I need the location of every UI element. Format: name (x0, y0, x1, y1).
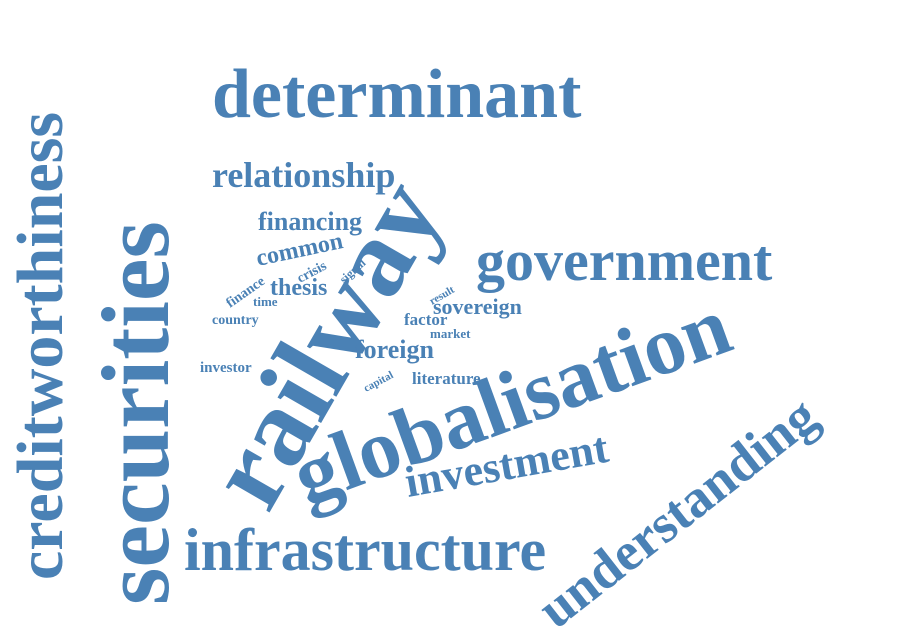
word-country: country (212, 313, 259, 328)
word-market: market (430, 326, 471, 341)
word-investor: investor (200, 360, 252, 376)
word-literature: literature (412, 369, 481, 388)
word-government: government (476, 228, 773, 293)
word-infrastructure: infrastructure (184, 517, 546, 583)
word-foreign: foreign (355, 335, 434, 364)
word-financing: financing (258, 207, 362, 236)
word-relationship: relationship (212, 155, 395, 195)
word-securities: securities (82, 221, 189, 605)
word-determinant: determinant (212, 56, 581, 133)
word-cloud-words: securities creditworthiness railway glob… (4, 56, 828, 634)
word-creditworthiness: creditworthiness (4, 112, 77, 580)
word-time: time (253, 294, 278, 309)
